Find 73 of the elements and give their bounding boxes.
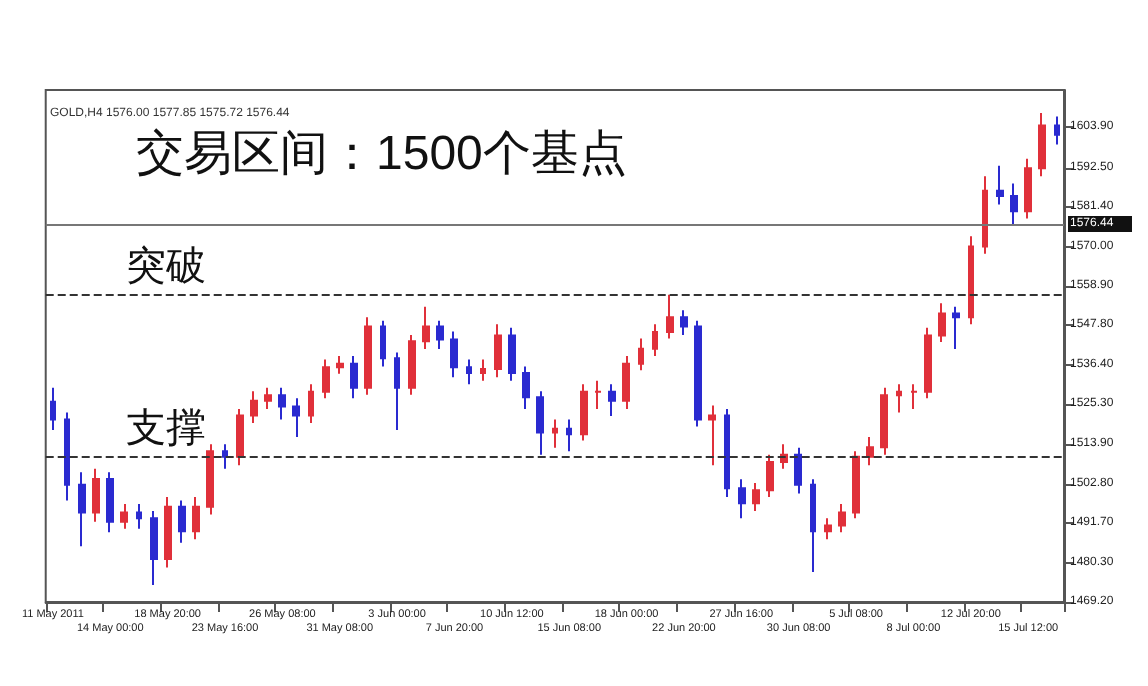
candlestick (522, 365, 530, 410)
candlestick (838, 503, 846, 534)
candlestick (150, 510, 158, 587)
candlestick (236, 407, 244, 467)
candlestick (64, 411, 70, 502)
candlestick (952, 305, 960, 350)
candlestick (652, 323, 658, 358)
candlestick (924, 326, 932, 400)
candlestick (336, 355, 344, 375)
candlestick (810, 478, 816, 574)
candlestick (1010, 182, 1018, 227)
candlestick (608, 383, 616, 417)
candlestick (178, 499, 186, 544)
candlestick (866, 436, 874, 467)
candlestick (708, 404, 716, 467)
ref-line-label: 突破 (125, 244, 206, 289)
candlestick (292, 397, 300, 439)
candlestick (164, 495, 172, 569)
candlestick (250, 390, 258, 424)
candlestick (106, 471, 114, 534)
candlestick (364, 316, 372, 396)
candlestick (552, 418, 558, 449)
candlestick (1054, 115, 1060, 146)
candlestick (968, 235, 974, 326)
candlestick (278, 386, 286, 421)
candlestick (450, 330, 458, 379)
candlestick (480, 358, 486, 382)
candlestick (308, 383, 314, 424)
candlestick (92, 467, 100, 523)
candlestick (666, 293, 674, 340)
text: 交易区间：1500个基点 (136, 127, 627, 181)
candlestick (738, 478, 746, 520)
candlestick (536, 390, 544, 456)
candlestick (380, 319, 386, 368)
ref-line-label: 支撑 (125, 406, 206, 451)
candlestick (680, 309, 688, 336)
candlestick (192, 495, 200, 541)
candlestick (594, 379, 602, 410)
candlestick (136, 503, 142, 530)
candlestick (638, 337, 644, 372)
candlestick (996, 164, 1004, 206)
candlestick (78, 471, 86, 548)
candlestick (852, 450, 860, 520)
candlestick (910, 383, 918, 410)
candlestick (982, 175, 988, 255)
candlestick (322, 358, 330, 400)
candlestick (422, 305, 430, 350)
candlestick (1024, 157, 1032, 220)
candlestick (622, 355, 630, 410)
candlestick (408, 333, 416, 396)
candlestick (466, 358, 472, 386)
candlestick (394, 351, 400, 432)
candlestick (350, 355, 358, 400)
candlestick (752, 481, 760, 513)
candlestick (694, 319, 702, 428)
candlestick (508, 326, 516, 382)
candlestick (50, 386, 56, 432)
candlestick (794, 446, 802, 495)
candlestick (436, 319, 444, 350)
candlestick (880, 386, 888, 456)
candlestick (824, 517, 832, 541)
candlestick (206, 443, 214, 516)
candlestick (580, 383, 588, 442)
candlestick (724, 407, 730, 498)
candlestick (766, 453, 774, 498)
candlestick (896, 383, 902, 414)
candlestick (1038, 111, 1046, 178)
candlestick (264, 386, 272, 410)
candlestick (222, 443, 228, 470)
candlestick (566, 418, 572, 453)
candlestick (120, 503, 128, 530)
candlestick (494, 323, 502, 379)
candlestick (938, 302, 946, 343)
